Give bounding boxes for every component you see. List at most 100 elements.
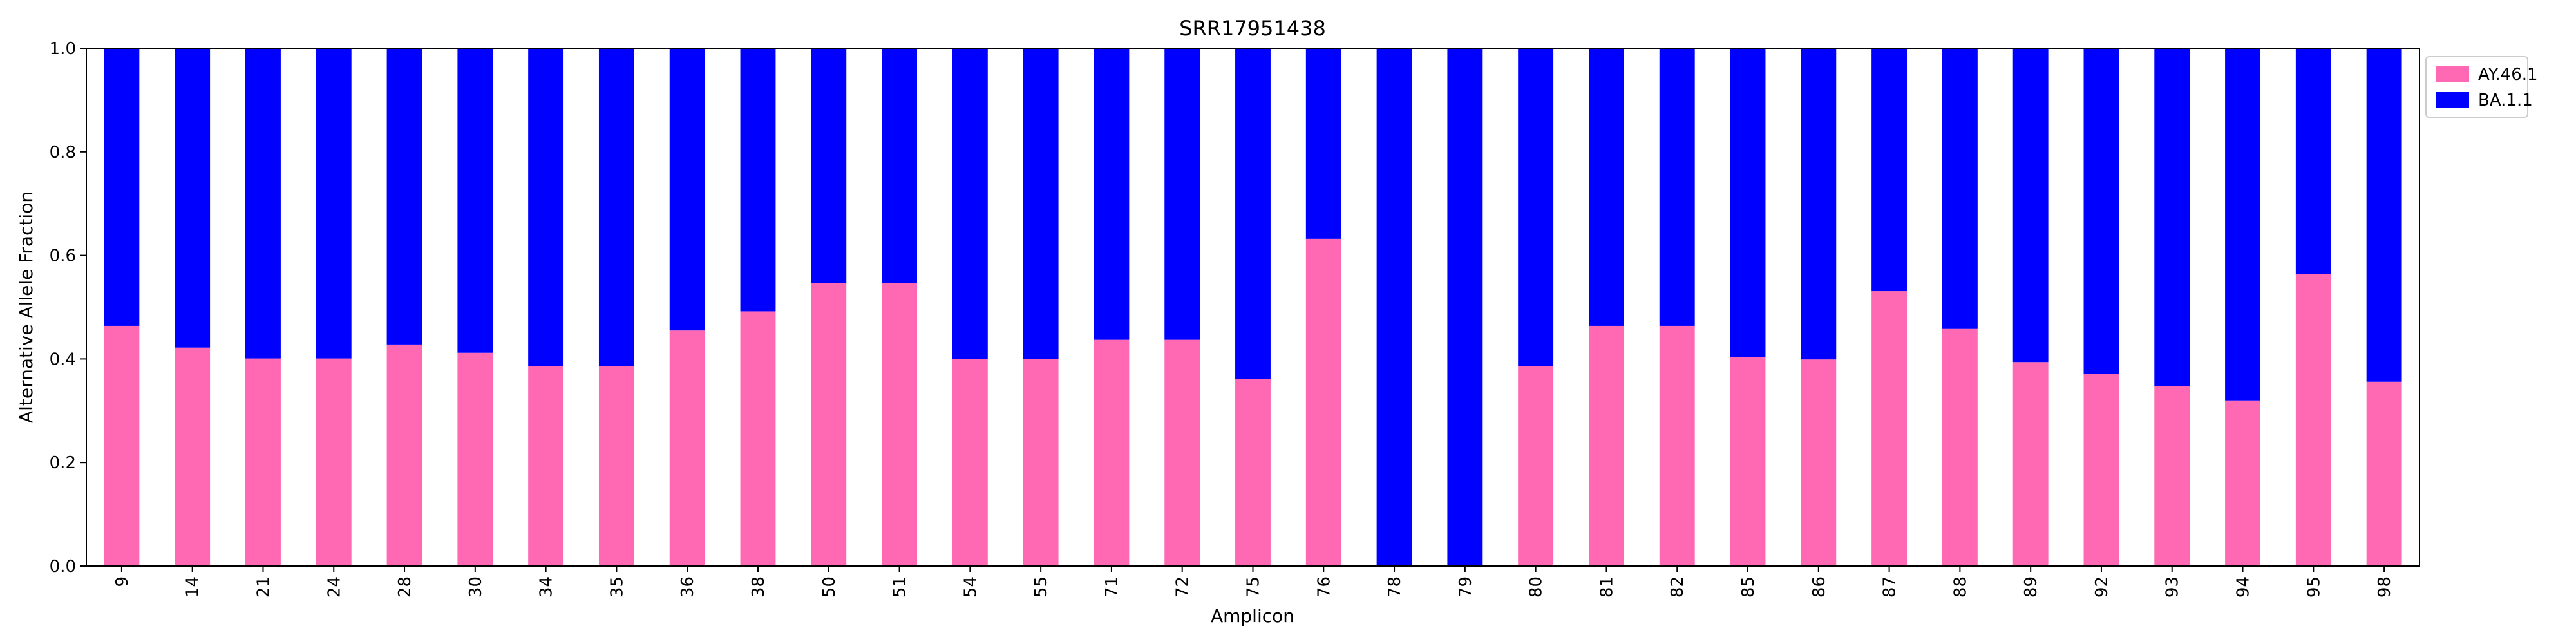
bar-ay-46-1-amplicon-80 <box>1518 366 1554 566</box>
bar-ba-1-1-amplicon-36 <box>669 48 705 331</box>
bar-ay-46-1-amplicon-86 <box>1801 359 1837 566</box>
bar-ba-1-1-amplicon-51 <box>882 48 917 283</box>
bar-ba-1-1-amplicon-71 <box>1094 48 1130 340</box>
bar-ba-1-1-amplicon-34 <box>528 48 564 366</box>
y-axis-title: Alternative Allele Fraction <box>15 191 37 423</box>
x-tick-label: 79 <box>1456 576 1475 598</box>
bar-ay-46-1-amplicon-36 <box>669 330 705 566</box>
bar-ba-1-1-amplicon-55 <box>1023 48 1059 359</box>
bar-ba-1-1-amplicon-79 <box>1447 48 1483 566</box>
bars-group <box>104 48 2402 566</box>
x-tick-label: 55 <box>1032 576 1051 598</box>
y-tick-label: 0.6 <box>50 247 76 266</box>
bar-ay-46-1-amplicon-38 <box>740 311 776 566</box>
x-tick-label: 14 <box>184 576 203 598</box>
x-tick-label: 71 <box>1103 576 1122 598</box>
bar-ba-1-1-amplicon-28 <box>386 48 422 345</box>
bar-ay-46-1-amplicon-24 <box>316 358 352 566</box>
x-tick-label: 21 <box>254 576 273 598</box>
bar-ba-1-1-amplicon-98 <box>2366 48 2402 382</box>
y-tick-label: 1.0 <box>50 39 76 59</box>
bar-ay-46-1-amplicon-50 <box>811 283 847 566</box>
bar-ay-46-1-amplicon-34 <box>528 366 564 566</box>
bar-ba-1-1-amplicon-78 <box>1376 48 1412 566</box>
legend: AY.46.1 BA.1.1 <box>2425 56 2538 118</box>
y-tick-label: 0.2 <box>50 453 76 473</box>
y-tick-label: 0.8 <box>50 143 76 162</box>
bar-ba-1-1-amplicon-89 <box>2012 48 2049 363</box>
bar-ba-1-1-amplicon-21 <box>245 48 281 359</box>
bar-ay-46-1-amplicon-98 <box>2366 381 2402 566</box>
bar-ba-1-1-amplicon-92 <box>2083 48 2119 374</box>
bar-ay-46-1-amplicon-92 <box>2083 374 2119 566</box>
bar-ba-1-1-amplicon-88 <box>1942 48 1978 329</box>
x-tick-label: 38 <box>749 576 768 598</box>
bar-ay-46-1-amplicon-82 <box>1659 325 1695 566</box>
bar-ba-1-1-amplicon-54 <box>952 48 988 359</box>
x-tick-label: 30 <box>466 576 486 598</box>
bar-ay-46-1-amplicon-72 <box>1164 339 1200 566</box>
x-tick-label: 28 <box>395 576 415 598</box>
bar-ay-46-1-amplicon-95 <box>2295 274 2331 566</box>
x-tick-label: 76 <box>1314 576 1334 598</box>
x-tick-label: 75 <box>1244 576 1264 598</box>
bar-ay-46-1-amplicon-14 <box>175 347 211 566</box>
bar-ay-46-1-amplicon-71 <box>1094 339 1130 566</box>
y-axis: 0.0 0.2 0.4 0.6 0.8 1.0 <box>50 39 86 576</box>
bar-ba-1-1-amplicon-24 <box>316 48 352 359</box>
bar-ay-46-1-amplicon-85 <box>1730 357 1766 566</box>
x-tick-label: 35 <box>607 576 627 598</box>
bar-ba-1-1-amplicon-81 <box>1588 48 1624 326</box>
x-axis-title: Amplicon <box>1211 605 1294 627</box>
bar-ay-46-1-amplicon-51 <box>882 283 917 566</box>
x-tick-label: 36 <box>678 576 697 598</box>
bar-ba-1-1-amplicon-86 <box>1801 48 1837 360</box>
bar-ay-46-1-amplicon-94 <box>2225 400 2260 566</box>
bar-ba-1-1-amplicon-95 <box>2295 48 2331 274</box>
bar-ba-1-1-amplicon-87 <box>1871 48 1908 292</box>
legend-swatch-ba-1-1 <box>2436 92 2469 108</box>
bar-ay-46-1-amplicon-9 <box>104 325 140 566</box>
x-tick-label: 9 <box>113 576 132 587</box>
bar-ba-1-1-amplicon-9 <box>104 48 140 326</box>
x-tick-label: 82 <box>1668 576 1687 598</box>
bar-ay-46-1-amplicon-30 <box>457 352 493 566</box>
x-tick-label: 24 <box>325 576 344 598</box>
bar-ba-1-1-amplicon-80 <box>1518 48 1554 366</box>
bar-ba-1-1-amplicon-75 <box>1235 48 1271 379</box>
bar-ay-46-1-amplicon-76 <box>1305 238 1341 566</box>
x-tick-label: 34 <box>537 576 556 598</box>
chart-title: SRR17951438 <box>1179 16 1326 41</box>
legend-swatch-ay-46-1 <box>2436 66 2469 82</box>
bar-ay-46-1-amplicon-75 <box>1235 379 1271 566</box>
x-axis: 9 14 21 24 28 30 34 35 36 38 50 51 54 55 71 72 75 76 78 79 8… <box>113 566 2394 598</box>
y-tick-label: 0.4 <box>50 350 76 369</box>
x-tick-label: 88 <box>1951 576 1970 598</box>
legend-label-ba-1-1: BA.1.1 <box>2478 91 2533 110</box>
x-tick-label: 80 <box>1527 576 1546 598</box>
bar-ba-1-1-amplicon-38 <box>740 48 776 312</box>
x-tick-label: 94 <box>2234 576 2253 598</box>
bar-ba-1-1-amplicon-50 <box>811 48 847 283</box>
bar-ba-1-1-amplicon-82 <box>1659 48 1695 326</box>
bar-ay-46-1-amplicon-88 <box>1942 328 1978 566</box>
x-tick-label: 78 <box>1385 576 1405 598</box>
bar-ba-1-1-amplicon-35 <box>598 48 634 366</box>
bar-ay-46-1-amplicon-89 <box>2012 362 2049 566</box>
bar-ay-46-1-amplicon-21 <box>245 358 281 566</box>
x-tick-label: 50 <box>820 576 839 598</box>
bar-ba-1-1-amplicon-94 <box>2225 48 2260 401</box>
bar-ay-46-1-amplicon-93 <box>2154 386 2190 566</box>
x-tick-label: 93 <box>2163 576 2183 598</box>
x-tick-label: 51 <box>891 576 910 598</box>
plot-frame <box>86 48 2420 567</box>
x-tick-label: 95 <box>2304 576 2324 598</box>
x-tick-label: 72 <box>1173 576 1193 598</box>
x-tick-label: 81 <box>1597 576 1616 598</box>
bar-ay-46-1-amplicon-54 <box>952 359 988 566</box>
legend-label-ay-46-1: AY.46.1 <box>2478 65 2538 84</box>
bar-ba-1-1-amplicon-30 <box>457 48 493 353</box>
x-tick-label: 87 <box>1880 576 1900 598</box>
x-tick-label: 98 <box>2375 576 2394 598</box>
